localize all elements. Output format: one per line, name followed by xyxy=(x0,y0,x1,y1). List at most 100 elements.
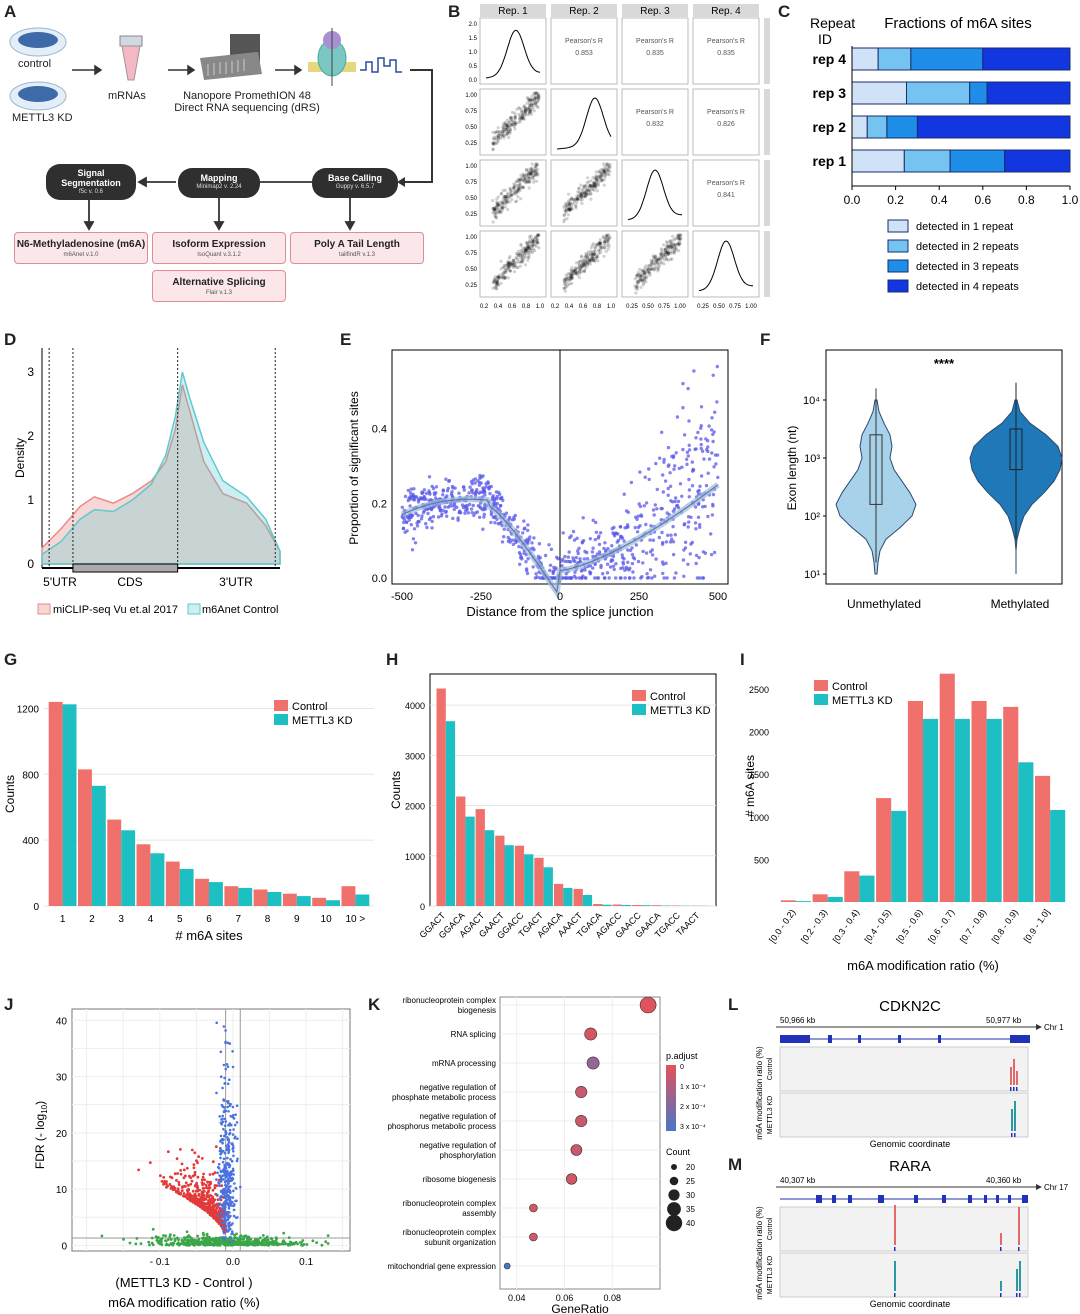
scatter-point xyxy=(513,117,517,121)
scatter-point xyxy=(503,276,507,280)
scatter-point xyxy=(673,250,677,254)
scatter-point xyxy=(592,184,596,188)
scatter-point xyxy=(677,233,681,237)
scatter-point xyxy=(643,270,647,275)
bar-kd xyxy=(209,882,223,906)
scatter-point xyxy=(663,248,668,252)
scatter-point xyxy=(516,195,520,199)
scatter-point xyxy=(501,126,505,130)
j-point-ns xyxy=(190,1237,194,1240)
scatter-point xyxy=(608,165,612,169)
bar-kd xyxy=(827,896,843,902)
scatter-point xyxy=(512,186,516,191)
j-point-ns xyxy=(100,1234,104,1238)
scatter-point xyxy=(497,130,501,135)
e-point xyxy=(603,541,607,545)
k-padj-tick: 0 xyxy=(680,1064,684,1071)
coord-right: 40,360 kb xyxy=(986,1176,1022,1185)
output-polya-version: tailfindR v.1.3 xyxy=(339,252,375,258)
e-point xyxy=(492,498,497,503)
e-point xyxy=(401,520,406,525)
scatter-point xyxy=(523,111,527,115)
legend-swatch xyxy=(274,714,288,725)
e-point xyxy=(563,559,567,564)
bar-control xyxy=(876,798,892,902)
e-point xyxy=(628,576,632,580)
scatter-point xyxy=(570,276,574,280)
e-point xyxy=(690,540,694,545)
scatter-point xyxy=(596,174,601,178)
scatter-point xyxy=(517,187,521,191)
j-point-down xyxy=(208,1197,212,1201)
j-point-ns xyxy=(164,1234,168,1238)
e-point xyxy=(472,513,476,518)
scatter-point xyxy=(607,164,611,168)
e-point xyxy=(440,512,444,516)
scatter-point xyxy=(526,255,530,259)
scatter-point xyxy=(577,193,581,197)
c-title: Fractions of m6A sites xyxy=(884,15,1032,32)
j-point-ns xyxy=(270,1237,273,1240)
e-point xyxy=(599,563,603,568)
e-point xyxy=(611,554,616,559)
e-point xyxy=(661,473,665,477)
output-polya: Poly A Tail Length tailfindR v.1.3 xyxy=(290,232,424,264)
scatter-point xyxy=(494,287,498,291)
scatter-point xyxy=(578,269,582,273)
c-bar-segment xyxy=(910,47,984,71)
exon-block xyxy=(848,1195,852,1203)
scatter-point xyxy=(502,202,506,206)
scatter-point xyxy=(602,240,606,244)
scatter-point xyxy=(519,242,523,246)
scatter-point xyxy=(519,260,523,264)
scatter-point xyxy=(588,185,592,189)
j-point-ns xyxy=(217,1238,221,1242)
e-point xyxy=(431,514,436,519)
j-point-small xyxy=(233,1182,236,1185)
scatter-point xyxy=(589,252,594,256)
coord-left: 40,307 kb xyxy=(780,1176,816,1185)
scatter-point xyxy=(663,247,667,251)
d-curve-m6anet xyxy=(41,371,281,565)
e-point xyxy=(623,576,627,580)
e-point xyxy=(699,405,704,409)
j-point-down xyxy=(185,1196,189,1200)
scatter-point xyxy=(670,245,674,249)
scatter-point xyxy=(564,285,568,289)
e-point xyxy=(678,482,683,486)
tick-label: 1.00 xyxy=(465,164,477,170)
bar-kd xyxy=(543,867,553,906)
scatter-point xyxy=(603,164,607,168)
j-point-down xyxy=(211,1160,215,1164)
scatter-point xyxy=(642,275,646,280)
scatter-point xyxy=(521,179,525,183)
e-point xyxy=(661,490,665,494)
scatter-point xyxy=(667,247,671,251)
j-point-ns xyxy=(158,1242,162,1246)
scatter-point xyxy=(593,184,597,188)
scatter-point xyxy=(496,275,500,279)
scatter-point xyxy=(594,176,598,180)
scatter-point xyxy=(579,195,583,199)
panel-label-k: K xyxy=(368,995,381,1014)
bar-kd xyxy=(923,718,939,902)
scatter-point xyxy=(495,287,499,291)
scatter-point xyxy=(568,207,572,211)
scatter-point xyxy=(583,255,587,260)
j-point-down xyxy=(185,1166,189,1170)
scatter-point xyxy=(521,172,525,176)
scatter-point xyxy=(592,184,596,188)
scatter-point xyxy=(590,185,594,189)
j-point-small xyxy=(231,1065,235,1069)
e-point xyxy=(580,576,584,580)
scatter-point xyxy=(564,211,568,215)
j-point-small xyxy=(219,1198,222,1201)
j-point-small xyxy=(219,1134,223,1138)
scatter-point xyxy=(585,261,589,265)
scatter-point xyxy=(668,239,672,243)
e-point xyxy=(706,471,710,475)
scatter-point xyxy=(508,261,512,265)
e-point xyxy=(671,455,676,460)
scatter-point xyxy=(530,240,535,244)
j-point-small xyxy=(228,1211,231,1214)
